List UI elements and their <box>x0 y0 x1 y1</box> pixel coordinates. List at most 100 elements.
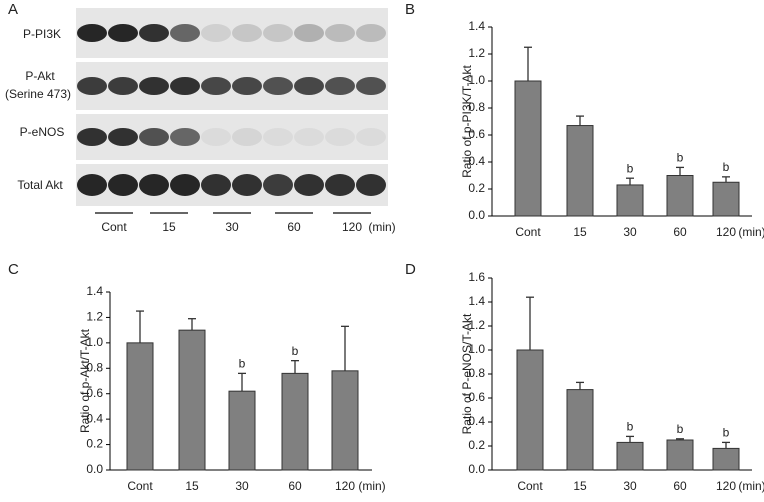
y-tick-label: 0.8 <box>468 100 485 114</box>
blot-band <box>139 128 169 146</box>
significance-label: b <box>723 426 730 440</box>
y-tick-label: 1.4 <box>86 284 103 298</box>
lane-label: 30 <box>225 220 239 234</box>
blot-band <box>139 24 169 42</box>
y-tick-label: 0.2 <box>86 437 103 451</box>
panel-label: D <box>405 261 416 278</box>
blot-band <box>170 174 200 196</box>
y-tick-label: 1.2 <box>86 310 103 324</box>
lane-label: 60 <box>287 220 301 234</box>
bar <box>331 370 359 471</box>
significance-label: b <box>292 344 299 358</box>
lane-label: 120 <box>342 220 362 234</box>
blot-band <box>108 24 138 42</box>
y-tick-label: 0.2 <box>468 438 485 452</box>
x-tick-label: 120 <box>335 479 355 493</box>
x-tick-label: 60 <box>673 479 687 493</box>
x-tick-label: Cont <box>127 479 153 493</box>
bar <box>514 80 542 217</box>
y-tick-label: 0.8 <box>468 366 485 380</box>
bar <box>516 349 544 471</box>
blot-band <box>108 128 138 146</box>
bar <box>178 329 206 471</box>
blot-band <box>294 77 324 95</box>
bar <box>666 175 694 217</box>
y-axis-label: Ratio of p-Akt/T-Akt <box>78 328 92 433</box>
blot-band <box>77 128 107 146</box>
bar <box>712 181 740 217</box>
blot-band <box>201 128 231 146</box>
y-tick-label: 1.0 <box>468 342 485 356</box>
x-tick-label: 60 <box>673 225 687 239</box>
blot-band <box>294 174 324 196</box>
y-tick-label: 0.0 <box>468 208 485 222</box>
bar <box>666 439 694 471</box>
x-tick-label: 30 <box>623 225 637 239</box>
x-unit: (min) <box>738 225 764 239</box>
y-tick-label: 1.0 <box>468 73 485 87</box>
blot-band <box>356 128 386 146</box>
blot-band <box>325 128 355 146</box>
lane-label: Cont <box>101 220 127 234</box>
blot-band <box>232 24 262 42</box>
x-tick-label: Cont <box>517 479 543 493</box>
blot-band <box>263 174 293 196</box>
x-tick-label: 30 <box>623 479 637 493</box>
blot-band <box>139 174 169 196</box>
y-tick-label: 0.4 <box>468 154 485 168</box>
blot-band <box>294 128 324 146</box>
bar <box>712 447 740 471</box>
lane-label: 15 <box>162 220 176 234</box>
blot-band <box>356 24 386 42</box>
blot-band <box>201 174 231 196</box>
x-unit: (min) <box>358 479 385 493</box>
y-tick-label: 1.4 <box>468 294 485 308</box>
blot-row-label: Total Akt <box>17 178 63 192</box>
significance-label: b <box>239 357 246 371</box>
x-tick-label: 120 <box>716 225 736 239</box>
blot-row-label: P-eNOS <box>20 125 65 139</box>
y-tick-label: 1.6 <box>468 270 485 284</box>
bar <box>281 372 309 471</box>
bar <box>616 184 644 217</box>
y-tick-label: 1.2 <box>468 318 485 332</box>
blot-band <box>232 128 262 146</box>
blot-band <box>139 77 169 95</box>
blot-band <box>108 77 138 95</box>
panel-label: B <box>405 1 415 18</box>
bar <box>616 441 644 471</box>
y-tick-label: 0.0 <box>86 462 103 476</box>
blot-band <box>170 24 200 42</box>
x-tick-label: Cont <box>515 225 541 239</box>
bar <box>228 390 256 471</box>
x-tick-label: 30 <box>235 479 249 493</box>
blot-band <box>170 128 200 146</box>
significance-label: b <box>627 161 634 175</box>
blot-band <box>77 24 107 42</box>
blot-band <box>356 77 386 95</box>
significance-label: b <box>677 422 684 436</box>
x-tick-label: 120 <box>716 479 736 493</box>
y-tick-label: 0.6 <box>86 386 103 400</box>
y-tick-label: 1.4 <box>468 19 485 33</box>
y-tick-label: 1.0 <box>86 335 103 349</box>
blot-band <box>263 77 293 95</box>
blot-row-label: P-PI3K <box>23 27 61 41</box>
blot-unit: (min) <box>368 220 395 234</box>
x-tick-label: 15 <box>573 479 587 493</box>
y-tick-label: 1.2 <box>468 46 485 60</box>
bar <box>566 389 594 471</box>
y-tick-label: 0.8 <box>86 360 103 374</box>
y-axis-label: Ratio of P-eNOS/T-Akt <box>460 313 474 434</box>
blot-row-label: P-Akt <box>25 69 55 83</box>
blot-band <box>325 77 355 95</box>
y-tick-label: 0.4 <box>86 411 103 425</box>
blot-band <box>325 24 355 42</box>
panel-label: A <box>8 1 18 18</box>
bar <box>126 342 154 471</box>
blot-row-sublabel: (Serine 473) <box>5 87 71 101</box>
bar <box>566 125 594 217</box>
blot-band <box>263 128 293 146</box>
blot-band <box>77 77 107 95</box>
